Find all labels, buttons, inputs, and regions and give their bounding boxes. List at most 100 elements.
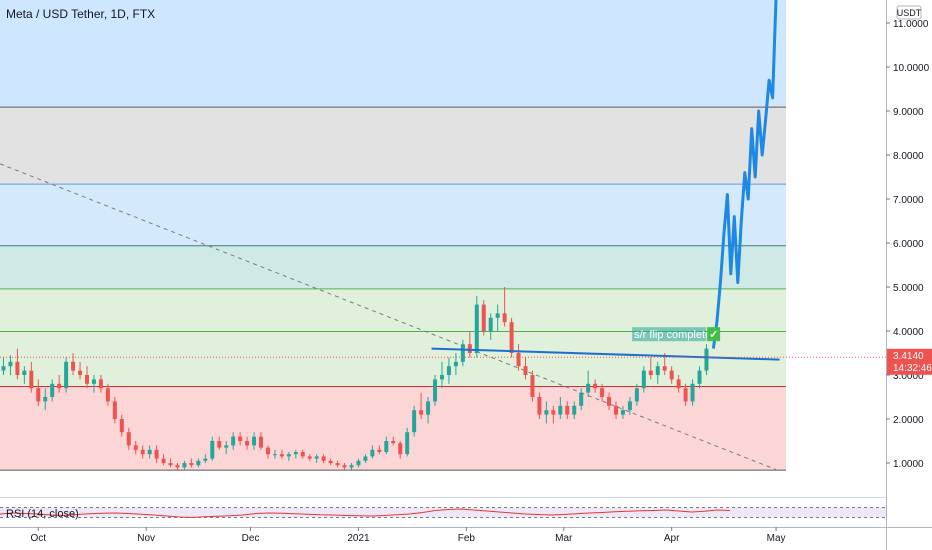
candle-body bbox=[405, 432, 410, 455]
candle-8 bbox=[57, 375, 62, 393]
price-tick-label: 7.0000 bbox=[893, 195, 924, 206]
candle-88 bbox=[613, 401, 618, 419]
price-tick-10: 1.0000 bbox=[886, 459, 924, 470]
time-tick-5: Mar bbox=[555, 527, 573, 544]
annotation-text: s/r flip complete bbox=[634, 329, 711, 341]
time-tick-1: Nov bbox=[137, 527, 155, 544]
price-zones bbox=[0, 0, 786, 470]
candle-80 bbox=[558, 397, 563, 419]
candle-15 bbox=[105, 383, 110, 406]
candle-body bbox=[98, 379, 103, 389]
time-axis-ticks[interactable]: Oct Nov Dec 2021 Feb Mar Apr May bbox=[31, 527, 786, 544]
candle-59 bbox=[412, 405, 417, 437]
candle-body bbox=[523, 366, 528, 375]
candle-body bbox=[307, 456, 312, 459]
candle-body bbox=[321, 456, 326, 461]
candle-94 bbox=[655, 361, 660, 384]
candle-37 bbox=[259, 432, 264, 450]
candle-100 bbox=[697, 366, 702, 389]
candle-52 bbox=[363, 454, 368, 463]
candle-body bbox=[64, 361, 69, 389]
candle-body bbox=[252, 436, 257, 446]
candle-body bbox=[36, 388, 41, 402]
candle-body bbox=[495, 313, 500, 318]
candle-9 bbox=[64, 357, 69, 393]
candle-69 bbox=[481, 300, 486, 336]
breakout-line bbox=[711, 0, 778, 349]
price-zone-5 bbox=[0, 386, 786, 470]
candle-body bbox=[119, 419, 124, 433]
candle-33 bbox=[231, 432, 236, 450]
currency-badge-frame bbox=[896, 5, 922, 20]
candle-68 bbox=[474, 295, 479, 358]
candle-body bbox=[133, 445, 138, 450]
candle-body bbox=[43, 397, 48, 402]
bar-countdown: 14:32:46 bbox=[893, 363, 932, 374]
candle-10 bbox=[71, 353, 76, 375]
candle-body bbox=[210, 441, 215, 459]
price-tick-4: 7.0000 bbox=[886, 195, 924, 206]
candle-81 bbox=[565, 401, 570, 419]
candle-body bbox=[593, 383, 598, 389]
time-tick-label: Nov bbox=[137, 533, 155, 544]
candle-body bbox=[189, 463, 194, 466]
candle-34 bbox=[238, 432, 243, 446]
price-tick-label: 2.0000 bbox=[893, 415, 924, 426]
candle-2 bbox=[15, 348, 20, 380]
price-axis-ticks[interactable]: 11.0000 10.0000 9.0000 8.0000 7.0000 6.0000 5.… bbox=[886, 19, 930, 470]
candle-56 bbox=[391, 436, 396, 446]
price-tick-5: 6.0000 bbox=[886, 239, 924, 250]
candle-93 bbox=[648, 357, 653, 380]
candle-82 bbox=[572, 401, 577, 419]
candle-101 bbox=[704, 344, 709, 375]
candle-46 bbox=[321, 454, 326, 463]
check-icon-box bbox=[707, 327, 721, 342]
candle-body bbox=[600, 388, 605, 397]
candle-61 bbox=[426, 397, 431, 424]
candle-body bbox=[245, 441, 250, 446]
candle-body bbox=[265, 447, 270, 455]
candle-54 bbox=[377, 445, 382, 455]
rsi-pane bbox=[0, 507, 886, 519]
candle-body bbox=[419, 410, 424, 415]
sr-flip-line bbox=[431, 347, 780, 361]
candle-96 bbox=[669, 366, 674, 384]
price-zone-3 bbox=[0, 245, 786, 289]
candle-body bbox=[140, 449, 145, 455]
candle-87 bbox=[607, 392, 612, 411]
candle-body bbox=[356, 460, 361, 466]
candle-body bbox=[1, 366, 6, 371]
candle-body bbox=[551, 410, 556, 415]
candle-35 bbox=[245, 436, 250, 450]
candle-body bbox=[85, 375, 90, 384]
candle-38 bbox=[265, 445, 270, 459]
candle-84 bbox=[586, 370, 591, 397]
price-tick-label: 5.0000 bbox=[893, 283, 924, 294]
candle-58 bbox=[405, 427, 410, 457]
candle-body bbox=[481, 304, 486, 331]
candle-76 bbox=[530, 370, 535, 402]
candle-body bbox=[168, 463, 173, 466]
candle-body bbox=[50, 383, 55, 397]
currency-badge[interactable]: USDT bbox=[896, 5, 922, 20]
candle-body bbox=[272, 454, 277, 456]
candle-body bbox=[22, 370, 27, 375]
candle-60 bbox=[419, 392, 424, 419]
time-tick-label: Dec bbox=[242, 533, 260, 544]
candle-55 bbox=[384, 436, 389, 455]
candle-body bbox=[697, 370, 702, 384]
candle-body bbox=[231, 436, 236, 446]
time-tick-2: Dec bbox=[242, 527, 260, 544]
candle-91 bbox=[634, 383, 639, 406]
sr-flip-annotation[interactable]: s/r flip complete ✓ bbox=[632, 327, 721, 342]
candle-body bbox=[363, 456, 368, 461]
candle-65 bbox=[453, 353, 458, 375]
time-tick-4: Feb bbox=[458, 527, 475, 544]
candle-44 bbox=[307, 454, 312, 461]
candle-body bbox=[15, 361, 20, 375]
candle-body bbox=[620, 410, 625, 415]
candle-body bbox=[502, 313, 507, 323]
candle-body bbox=[314, 456, 319, 459]
candle-body bbox=[391, 441, 396, 444]
